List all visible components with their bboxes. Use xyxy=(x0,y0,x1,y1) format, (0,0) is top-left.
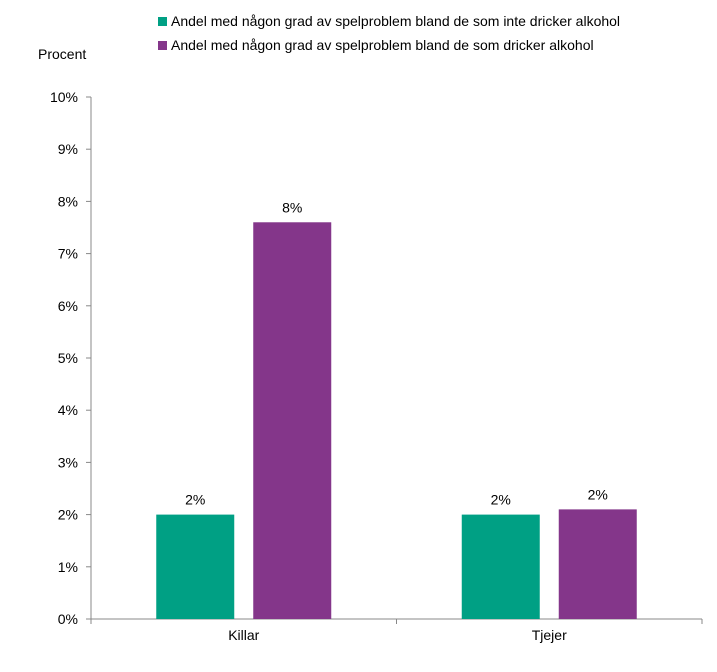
data-label: 8% xyxy=(282,199,302,215)
y-tick-label: 4% xyxy=(58,402,78,418)
y-tick-label: 7% xyxy=(58,246,78,262)
bar xyxy=(156,514,235,619)
x-tick-label: Tjejer xyxy=(532,627,567,643)
legend-swatch xyxy=(158,41,167,50)
y-tick-label: 10% xyxy=(50,89,78,105)
x-axis: Killar Tjejer xyxy=(90,618,703,643)
legend-swatch xyxy=(158,17,167,26)
data-label: 2% xyxy=(588,486,608,502)
y-axis: 0% 1% 2% 3% 4% 5% 6% 7% 8% 9% 10% xyxy=(50,89,92,627)
y-tick-label: 5% xyxy=(58,350,78,366)
y-tick-label: 3% xyxy=(58,454,78,470)
y-tick-label: 6% xyxy=(58,298,78,314)
legend: Andel med någon grad av spelproblem blan… xyxy=(158,13,620,53)
y-tick-label: 2% xyxy=(58,507,78,523)
bar xyxy=(253,222,332,619)
legend-label: Andel med någon grad av spelproblem blan… xyxy=(171,37,594,53)
data-label: 2% xyxy=(185,492,205,508)
bar xyxy=(461,514,540,619)
bar xyxy=(558,509,637,619)
y-tick-label: 8% xyxy=(58,193,78,209)
bars: 2% 8% 2% 2% xyxy=(156,199,637,619)
y-axis-title: Procent xyxy=(38,46,86,62)
y-tick-label: 0% xyxy=(58,611,78,627)
y-tick-label: 1% xyxy=(58,559,78,575)
data-label: 2% xyxy=(491,492,511,508)
legend-label: Andel med någon grad av spelproblem blan… xyxy=(171,13,620,29)
x-tick-label: Killar xyxy=(228,627,259,643)
y-tick-label: 9% xyxy=(58,141,78,157)
